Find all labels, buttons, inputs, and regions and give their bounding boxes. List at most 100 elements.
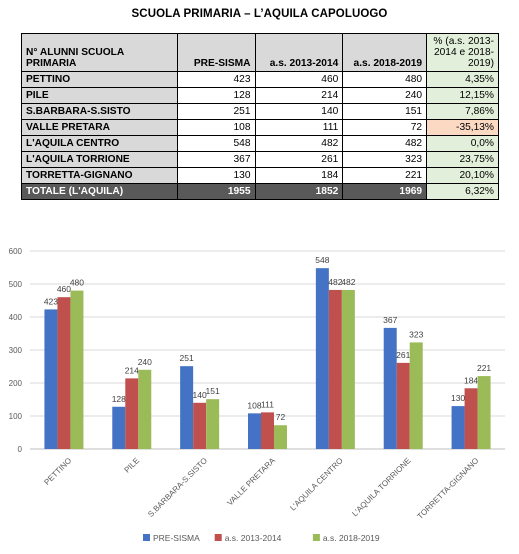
school-name-cell: TORRETTA-GIGNANO: [21, 167, 178, 184]
percent-cell: 7,86%: [426, 103, 499, 120]
data-label: 151: [206, 386, 220, 396]
bar: [328, 289, 342, 449]
y-tick-label: 0: [18, 445, 23, 454]
data-label: 460: [57, 284, 71, 294]
percent-cell: 12,15%: [426, 87, 499, 104]
school-name-cell: S.BARBARA-S.SISTO: [21, 103, 178, 120]
data-label: 214: [125, 365, 139, 375]
data-label: 140: [193, 390, 207, 400]
year-2018-cell: 221: [342, 167, 428, 184]
data-label: 480: [70, 278, 84, 288]
y-tick-label: 100: [9, 412, 23, 421]
legend-label: PRE-SISMA: [153, 533, 200, 543]
x-category-label: TORRETTA-GIGNANO: [416, 456, 481, 521]
header-2013-2014: a.s. 2013-2014: [254, 33, 344, 72]
data-label: 72: [276, 412, 286, 422]
table-row: L'AQUILA TORRIONE 367 261 323 23,75%: [21, 151, 499, 168]
table-row: PETTINO 423 460 480 4,35%: [21, 71, 499, 88]
percent-cell: -35,13%: [426, 119, 499, 136]
data-label: 130: [451, 393, 465, 403]
header-pre-sisma: PRE-SISMA: [176, 33, 256, 72]
table-row: VALLE PRETARA 108 111 72 -35,13%: [21, 119, 499, 136]
pre-sisma-cell: 423: [176, 71, 256, 88]
x-category-label: L'AQUILA TORRIONE: [350, 456, 412, 518]
pre-sisma-cell: 1955: [176, 183, 256, 200]
bar: [193, 402, 207, 449]
data-label: 482: [341, 277, 355, 287]
percent-cell: 4,35%: [426, 71, 499, 88]
data-label: 423: [44, 296, 58, 306]
data-label: 251: [180, 353, 194, 363]
bar: [477, 376, 491, 449]
pre-sisma-cell: 108: [176, 119, 256, 136]
y-tick-label: 500: [9, 280, 23, 289]
x-category-label: L'AQUILA CENTRO: [288, 456, 344, 512]
year-2018-cell: 151: [342, 103, 428, 120]
year-2013-cell: 1852: [254, 183, 344, 200]
school-name-cell: TOTALE (L'AQUILA): [21, 183, 178, 200]
percent-cell: 20,10%: [426, 167, 499, 184]
year-2018-cell: 1969: [342, 183, 428, 200]
school-name-cell: PILE: [21, 87, 178, 104]
pre-sisma-cell: 548: [176, 135, 256, 152]
pre-sisma-cell: 128: [176, 87, 256, 104]
bar: [70, 290, 84, 449]
bar: [451, 406, 465, 449]
bar: [261, 412, 274, 449]
x-category-label: PILE: [123, 456, 142, 475]
bar: [44, 309, 58, 449]
bar: [180, 366, 194, 449]
pre-sisma-cell: 251: [176, 103, 256, 120]
header-percent: % (a.s. 2013-2014 e 2018-2019): [426, 33, 499, 72]
percent-cell: 0,0%: [426, 135, 499, 152]
legend-label: a.s. 2018-2019: [323, 533, 380, 543]
table-row: S.BARBARA-S.SISTO 251 140 151 7,86%: [21, 103, 499, 120]
table-row: PILE 128 214 240 12,15%: [21, 87, 499, 104]
year-2018-cell: 240: [342, 87, 428, 104]
bar: [383, 327, 397, 449]
bar: [464, 388, 478, 449]
bar: [341, 289, 355, 449]
x-category-label: S.BARBARA-S.SISTO: [146, 456, 209, 519]
y-tick-label: 200: [9, 379, 23, 388]
bar: [409, 342, 423, 449]
data-label: 108: [247, 400, 261, 410]
school-name-cell: L'AQUILA TORRIONE: [21, 151, 178, 168]
bar: [248, 413, 261, 449]
y-tick-label: 400: [9, 313, 23, 322]
data-label: 261: [396, 350, 410, 360]
x-category-label: PETTINO: [42, 456, 73, 487]
school-name-cell: PETTINO: [21, 71, 178, 88]
bar: [57, 297, 71, 449]
y-tick-label: 600: [9, 247, 23, 256]
bar: [315, 268, 329, 449]
year-2018-cell: 323: [342, 151, 428, 168]
data-label: 128: [112, 394, 126, 404]
data-label: 323: [409, 329, 423, 339]
year-2018-cell: 72: [342, 119, 428, 136]
pre-sisma-cell: 367: [176, 151, 256, 168]
students-table: N° ALUNNI SCUOLA PRIMARIA PRE-SISMA a.s.…: [21, 33, 499, 200]
year-2013-cell: 111: [254, 119, 344, 136]
table-header-row: N° ALUNNI SCUOLA PRIMARIA PRE-SISMA a.s.…: [21, 33, 499, 72]
percent-cell: 6,32%: [426, 183, 499, 200]
data-label: 240: [138, 357, 152, 367]
year-2013-cell: 460: [254, 71, 344, 88]
header-2018-2019: a.s. 2018-2019: [342, 33, 428, 72]
bar: [138, 369, 152, 449]
data-label: 367: [383, 315, 397, 325]
y-tick-label: 300: [9, 346, 23, 355]
school-name-cell: L'AQUILA CENTRO: [21, 135, 178, 152]
bar: [396, 362, 410, 449]
percent-cell: 23,75%: [426, 151, 499, 168]
year-2018-cell: 480: [342, 71, 428, 88]
x-category-label: VALLE PRETARA: [225, 456, 277, 508]
year-2013-cell: 482: [254, 135, 344, 152]
table-row: TORRETTA-GIGNANO 130 184 221 20,10%: [21, 167, 499, 184]
header-school: N° ALUNNI SCUOLA PRIMARIA: [21, 33, 178, 72]
legend-swatch: [143, 534, 150, 541]
bar: [112, 406, 126, 449]
year-2013-cell: 184: [254, 167, 344, 184]
school-name-cell: VALLE PRETARA: [21, 119, 178, 136]
